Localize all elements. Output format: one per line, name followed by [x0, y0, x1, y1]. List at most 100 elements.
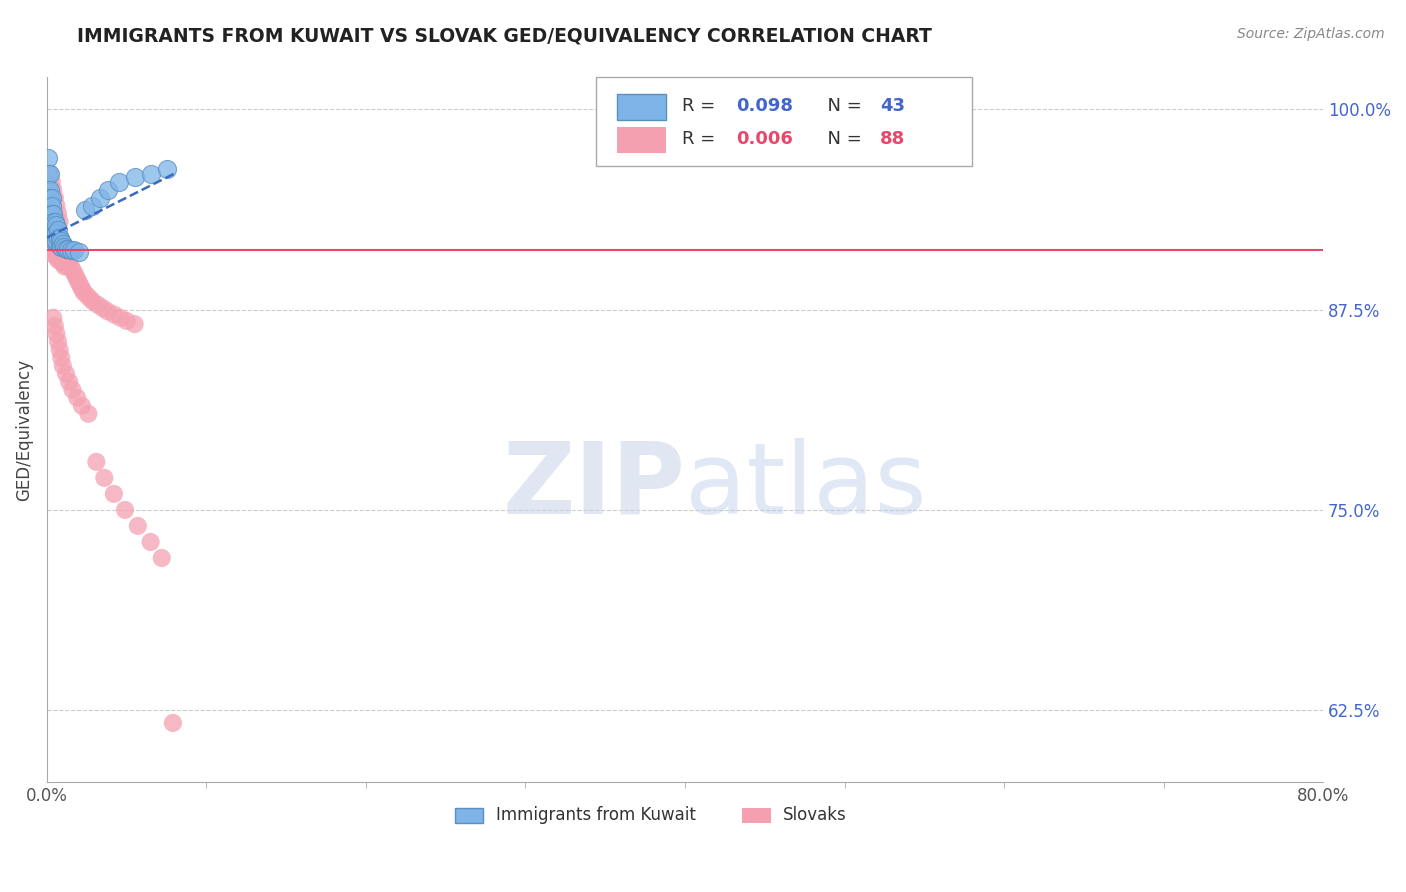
- Point: [51, 234, 73, 248]
- Point: [150, 551, 173, 566]
- Text: 88: 88: [880, 130, 905, 148]
- Point: [48, 238, 70, 252]
- Text: 0.006: 0.006: [737, 130, 793, 148]
- Point: [42, 230, 65, 244]
- Text: R =: R =: [682, 130, 721, 148]
- Point: [37, 183, 59, 197]
- Point: [51, 248, 73, 262]
- Point: [58, 256, 80, 270]
- Point: [139, 535, 162, 549]
- Point: [70, 282, 93, 296]
- Point: [52, 244, 75, 258]
- Point: [58, 375, 80, 389]
- Point: [46, 230, 69, 244]
- Point: [51, 240, 73, 254]
- Point: [69, 278, 91, 293]
- Point: [52, 359, 75, 373]
- Point: [41, 198, 63, 212]
- Point: [45, 234, 67, 248]
- Point: [42, 244, 65, 258]
- Point: [51, 254, 73, 268]
- Point: [45, 326, 67, 341]
- Point: [51, 351, 73, 365]
- Point: [66, 272, 89, 286]
- Point: [46, 246, 69, 260]
- Point: [59, 244, 82, 258]
- Point: [162, 715, 184, 730]
- Point: [67, 245, 90, 260]
- Point: [46, 253, 69, 268]
- Point: [63, 244, 86, 258]
- Point: [59, 260, 82, 274]
- Point: [44, 246, 66, 260]
- Point: [41, 246, 63, 260]
- Point: [45, 226, 67, 240]
- Point: [86, 455, 108, 469]
- Point: [55, 242, 77, 256]
- Point: [42, 234, 65, 248]
- Point: [48, 343, 70, 357]
- Point: [56, 242, 79, 256]
- Point: [44, 222, 66, 236]
- Point: [44, 222, 66, 236]
- Point: [56, 260, 79, 274]
- Point: [42, 310, 65, 325]
- Text: N =: N =: [817, 130, 868, 148]
- Point: [44, 214, 66, 228]
- Point: [46, 206, 69, 220]
- Point: [44, 235, 66, 250]
- Point: [41, 206, 63, 220]
- Point: [42, 218, 65, 232]
- Point: [96, 183, 118, 197]
- Point: [79, 292, 101, 306]
- Point: [46, 234, 69, 248]
- Point: [62, 262, 84, 277]
- Point: [56, 253, 79, 268]
- Point: [103, 487, 125, 501]
- Point: [46, 240, 69, 254]
- Point: [139, 167, 162, 181]
- Point: [75, 203, 97, 218]
- Point: [93, 471, 115, 485]
- Point: [44, 227, 66, 242]
- FancyBboxPatch shape: [742, 807, 770, 823]
- Point: [63, 266, 86, 280]
- Point: [114, 503, 136, 517]
- Point: [48, 230, 70, 244]
- Point: [48, 252, 70, 266]
- Point: [41, 222, 63, 236]
- Point: [41, 190, 63, 204]
- Point: [53, 240, 76, 254]
- Point: [45, 250, 67, 264]
- Point: [70, 399, 93, 413]
- Point: [44, 190, 66, 204]
- Point: [53, 253, 76, 268]
- FancyBboxPatch shape: [596, 78, 972, 166]
- Point: [110, 310, 132, 325]
- Point: [37, 167, 59, 181]
- Point: [72, 285, 94, 299]
- Point: [53, 260, 76, 274]
- Point: [76, 288, 98, 302]
- Point: [124, 317, 146, 331]
- Point: [46, 334, 69, 349]
- Text: atlas: atlas: [685, 438, 927, 534]
- Text: Slovaks: Slovaks: [783, 806, 846, 824]
- Point: [107, 175, 129, 189]
- Point: [37, 222, 59, 236]
- Point: [42, 206, 65, 220]
- Point: [39, 198, 62, 212]
- Point: [89, 190, 111, 204]
- Point: [45, 230, 67, 244]
- Point: [39, 237, 62, 252]
- Text: IMMIGRANTS FROM KUWAIT VS SLOVAK GED/EQUIVALENCY CORRELATION CHART: IMMIGRANTS FROM KUWAIT VS SLOVAK GED/EQU…: [77, 27, 932, 45]
- Point: [48, 214, 70, 228]
- Point: [45, 198, 67, 212]
- Point: [42, 214, 65, 228]
- Point: [77, 407, 100, 421]
- Point: [87, 298, 110, 312]
- Point: [41, 238, 63, 252]
- Point: [41, 175, 63, 189]
- Point: [44, 318, 66, 333]
- Point: [45, 218, 67, 232]
